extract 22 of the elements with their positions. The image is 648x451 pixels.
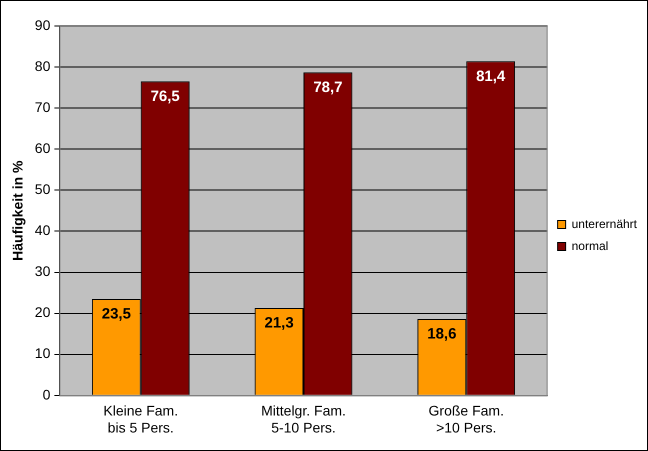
legend-label: normal <box>572 238 608 253</box>
y-tick-label: 20 <box>34 304 51 320</box>
data-label: 81,4 <box>476 68 506 85</box>
data-label: 18,6 <box>427 326 456 343</box>
y-tick-label: 30 <box>34 263 51 280</box>
x-tick-label: Große Fam. >10 Pers. <box>428 402 504 436</box>
y-tick-label: 80 <box>34 58 51 74</box>
y-tick-label: 70 <box>34 98 51 115</box>
y-tick-label: 90 <box>34 16 51 33</box>
data-label: 78,7 <box>313 79 343 96</box>
x-tick-label: Mittelgr. Fam. 5-10 Pers. <box>261 402 346 436</box>
x-tick-label: Kleine Fam. bis 5 Pers. <box>103 402 178 436</box>
y-tick-label: 50 <box>34 181 51 198</box>
data-label: 23,5 <box>102 306 131 323</box>
y-tick-label: 40 <box>34 222 51 238</box>
y-tick-label: 60 <box>34 140 51 156</box>
y-tick-label: 0 <box>42 386 51 402</box>
y-axis-title: Häufigkeit in % <box>9 160 26 261</box>
data-label: 21,3 <box>264 314 294 332</box>
legend-label: unterernährt <box>572 216 638 231</box>
data-label: 76,5 <box>150 88 180 106</box>
y-tick-label: 10 <box>34 345 51 362</box>
